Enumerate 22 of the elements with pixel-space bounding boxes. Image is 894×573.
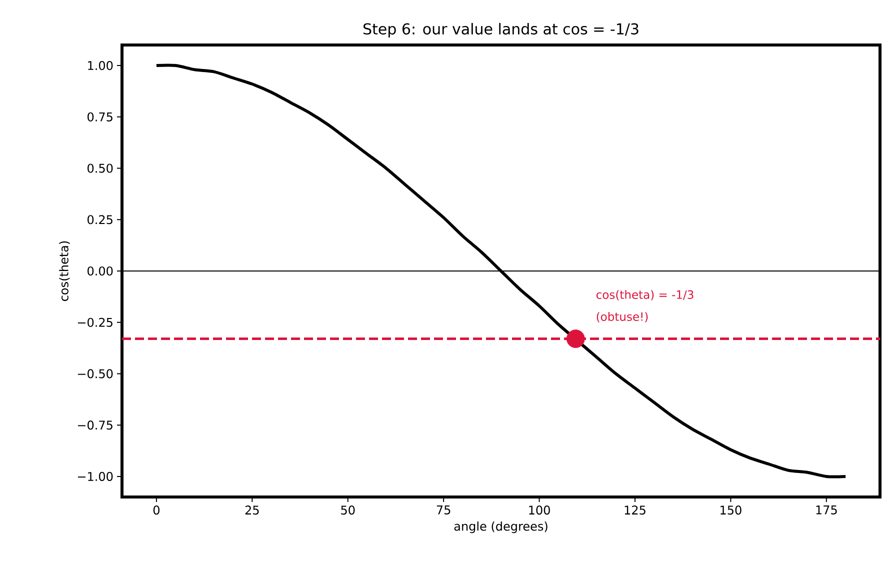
y-tick-label: −1.00: [78, 472, 113, 481]
y-tick-label: −0.25: [78, 318, 112, 327]
y-axis-title: cos(theta): [59, 241, 70, 301]
x-tick-label: 75: [436, 506, 450, 514]
x-tick-label: 175: [816, 506, 837, 514]
x-tick-label: 100: [529, 506, 550, 515]
y-tick-label: −0.50: [78, 369, 113, 378]
annotation: cos(theta) = -1/3: [596, 290, 694, 300]
chart-title: Step 6: our value lands at cos = -1/3: [364, 22, 638, 38]
y-tick-label: −0.75: [78, 420, 112, 430]
x-tick-label: 25: [245, 506, 259, 515]
annotation: (obtuse!): [596, 312, 648, 322]
x-tick-label: 125: [624, 506, 646, 515]
x-tick-label: 150: [720, 506, 742, 515]
y-tick-label: 0.00: [88, 266, 113, 276]
x-tick-label: 0: [153, 506, 160, 515]
x-axis-title: angle (degrees): [454, 521, 548, 534]
y-tick-label: 1.00: [88, 61, 113, 70]
y-tick-label: 0.50: [88, 164, 113, 173]
x-tick-label: 50: [341, 506, 355, 515]
y-tick-label: 0.25: [88, 215, 112, 224]
y-tick-label: 0.75: [88, 112, 112, 122]
